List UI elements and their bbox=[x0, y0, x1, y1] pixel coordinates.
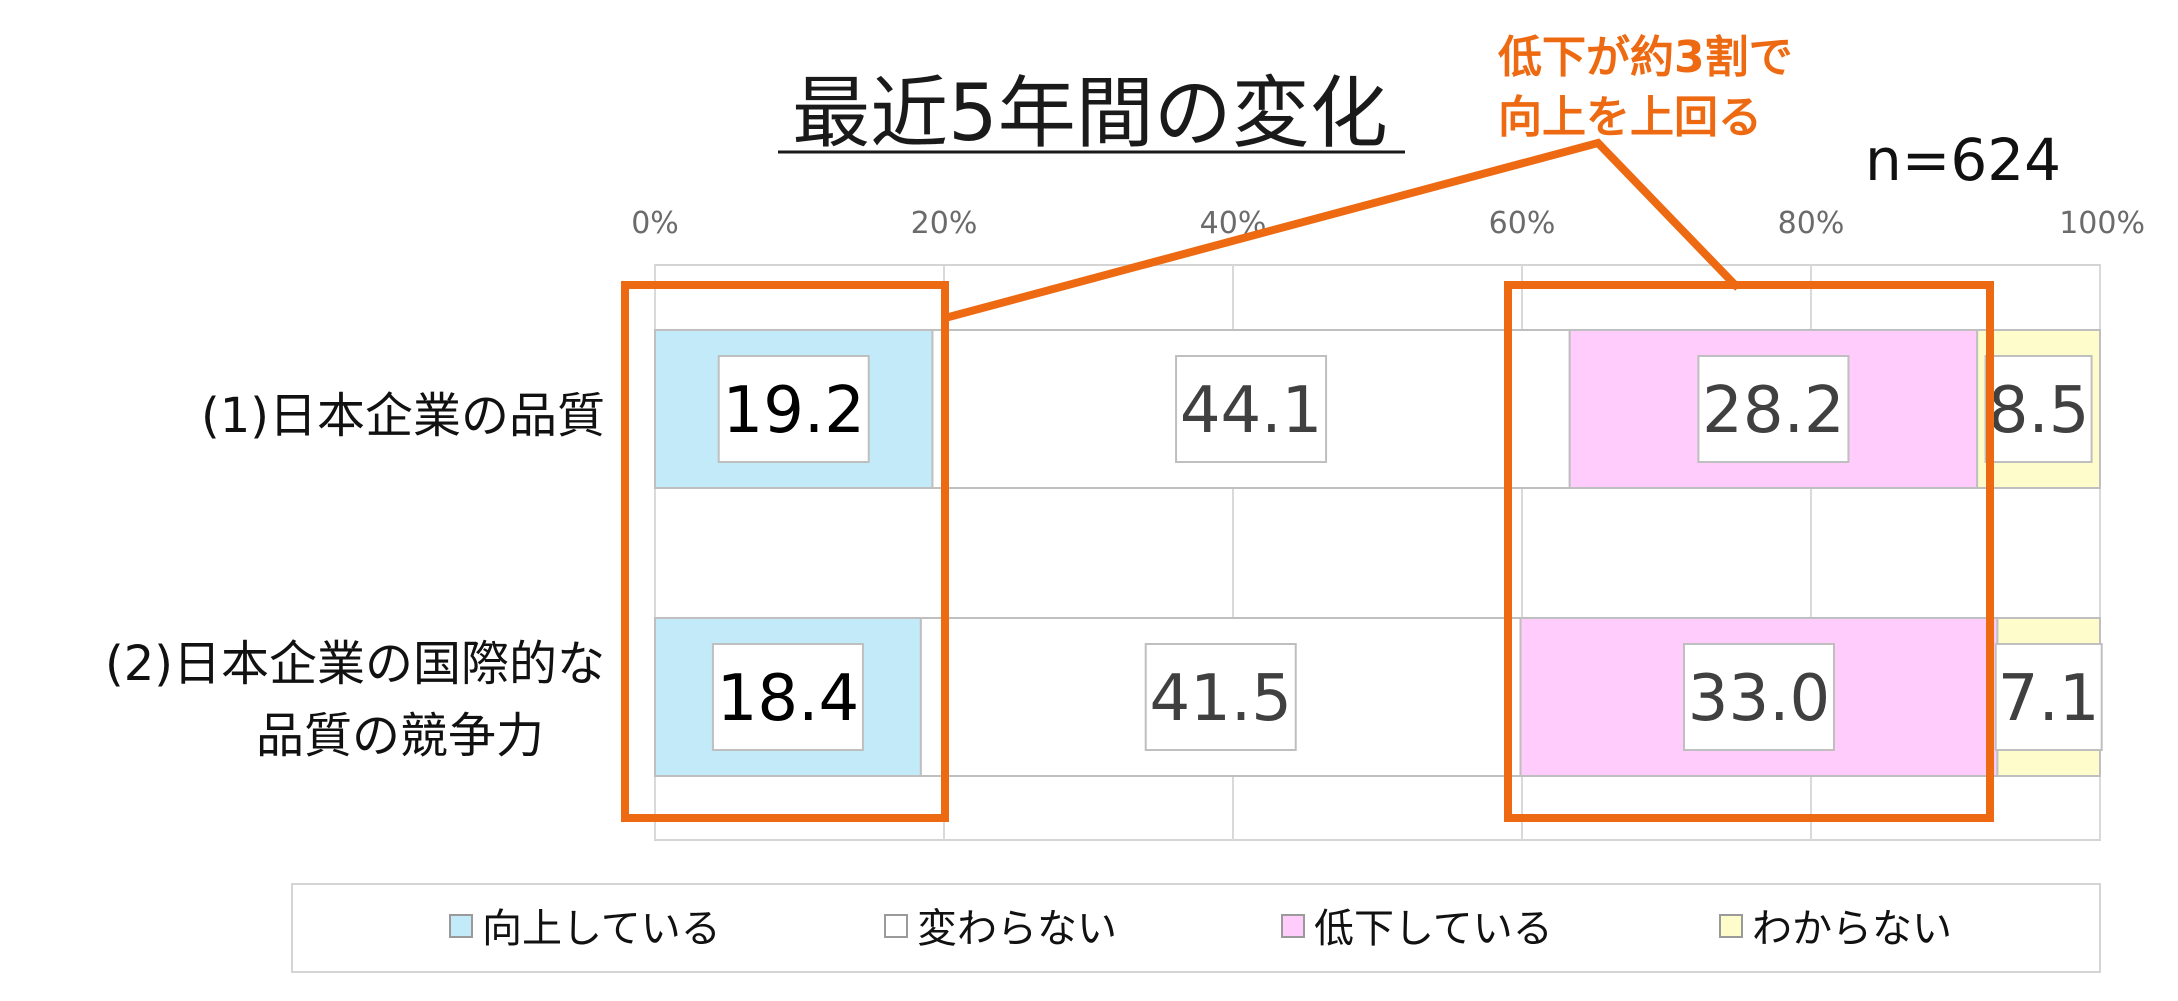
category-label: (2)日本企業の国際的な bbox=[105, 636, 605, 692]
x-tick-label: 100% bbox=[2059, 206, 2145, 241]
x-tick-label: 60% bbox=[1489, 206, 1556, 241]
legend-swatch bbox=[884, 914, 908, 938]
legend-label: わからない bbox=[1752, 906, 1952, 952]
x-tick-label: 0% bbox=[631, 206, 679, 241]
x-tick-label: 20% bbox=[911, 206, 978, 241]
data-label: 44.1 bbox=[1180, 374, 1323, 448]
data-label-box bbox=[1144, 643, 1297, 751]
sample-size-label: n=624 bbox=[1865, 126, 2061, 194]
data-label-box bbox=[1994, 643, 2103, 751]
data-label: 41.5 bbox=[1149, 662, 1292, 736]
data-label: 19.2 bbox=[722, 374, 865, 448]
callout-text: 低下が約3割で bbox=[1498, 32, 1793, 83]
x-tick-label: 80% bbox=[1778, 206, 1845, 241]
highlight-box-improving bbox=[621, 281, 949, 822]
category-label: (1)日本企業の品質 bbox=[201, 388, 605, 444]
category-label: 品質の競争力 bbox=[256, 708, 544, 764]
data-label-box bbox=[1697, 355, 1850, 463]
legend bbox=[291, 883, 2101, 973]
data-label-box bbox=[1682, 643, 1835, 751]
data-label: 7.1 bbox=[1998, 662, 2100, 736]
legend-swatch bbox=[449, 914, 473, 938]
legend-label: 低下している bbox=[1314, 906, 1553, 952]
data-label: 18.4 bbox=[717, 662, 860, 736]
data-label-box bbox=[1984, 355, 2093, 463]
data-label: 33.0 bbox=[1688, 662, 1831, 736]
legend-swatch bbox=[1719, 914, 1743, 938]
legend-label: 変わらない bbox=[917, 906, 1117, 952]
data-label: 28.2 bbox=[1702, 374, 1845, 448]
data-label-box bbox=[711, 643, 864, 751]
legend-swatch bbox=[1281, 914, 1305, 938]
callout-text: 向上を上回る bbox=[1498, 92, 1762, 143]
data-label: 8.5 bbox=[1988, 374, 2090, 448]
legend-label: 向上している bbox=[482, 906, 721, 952]
chart-title: 最近5年間の変化 bbox=[792, 69, 1388, 159]
data-label-box bbox=[717, 355, 870, 463]
data-label-box bbox=[1175, 355, 1328, 463]
callout-connector bbox=[943, 138, 1741, 322]
highlight-box-declining bbox=[1504, 281, 1994, 822]
